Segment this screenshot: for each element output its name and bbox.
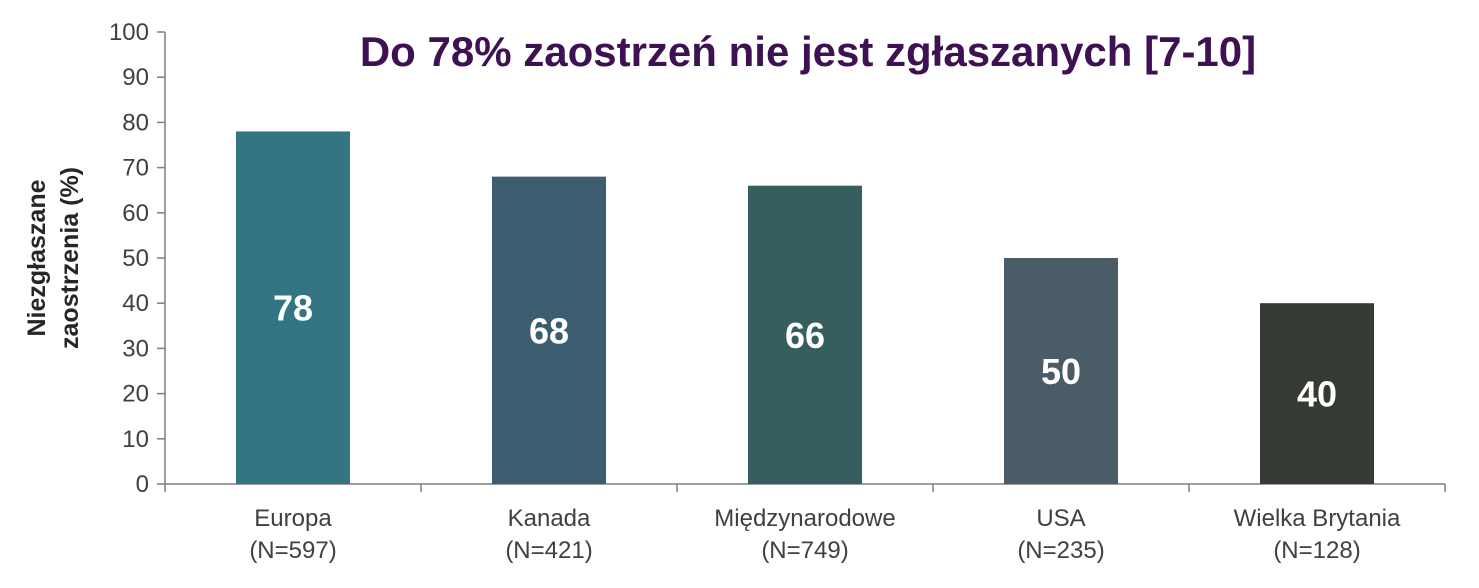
chart-title: Do 78% zaostrzeń nie jest zgłaszanych [7… <box>360 28 1256 75</box>
y-axis-label-line: zaostrzenia (%) <box>56 167 84 349</box>
x-tick-label: Międzynarodowe <box>714 505 895 532</box>
x-tick-sample-size: (N=128) <box>1273 537 1360 564</box>
y-tick-label: 100 <box>109 19 149 46</box>
x-tick-sample-size: (N=421) <box>505 537 592 564</box>
y-axis-label: Niezgłaszane zaostrzenia (%) <box>23 167 84 349</box>
bars: 78 68 66 50 40 <box>236 131 1374 484</box>
data-label: 68 <box>529 310 569 351</box>
y-tick-label: 40 <box>122 290 149 317</box>
x-tick-sample-size: (N=597) <box>249 537 336 564</box>
data-label: 66 <box>785 315 825 356</box>
y-axis-ticks: 0 10 20 30 40 50 60 70 80 90 100 <box>109 19 165 498</box>
x-tick-label: Wielka Brytania <box>1234 505 1401 532</box>
data-label: 40 <box>1297 374 1337 415</box>
data-label: 50 <box>1041 351 1081 392</box>
data-label: 78 <box>273 288 313 329</box>
y-axis-label-line: Niezgłaszane <box>23 179 51 336</box>
y-tick-label: 10 <box>122 426 149 453</box>
y-tick-label: 30 <box>122 335 149 362</box>
y-tick-label: 0 <box>136 471 149 498</box>
y-tick-label: 20 <box>122 381 149 408</box>
x-tick-label: Europa <box>254 505 332 532</box>
bar <box>1004 258 1118 484</box>
bar <box>1260 303 1374 484</box>
x-tick-label: Kanada <box>508 505 591 532</box>
y-tick-label: 70 <box>122 155 149 182</box>
x-tick-sample-size: (N=749) <box>761 537 848 564</box>
bar <box>236 131 350 484</box>
y-tick-label: 60 <box>122 200 149 227</box>
x-tick-sample-size: (N=235) <box>1017 537 1104 564</box>
y-tick-label: 90 <box>122 64 149 91</box>
y-tick-label: 50 <box>122 245 149 272</box>
x-tick-label: USA <box>1036 505 1085 532</box>
y-tick-label: 80 <box>122 109 149 136</box>
bar <box>748 185 862 484</box>
x-axis-labels: Europa (N=597) Kanada (N=421) Międzynarodowe… <box>249 505 1401 564</box>
bar <box>492 176 606 484</box>
